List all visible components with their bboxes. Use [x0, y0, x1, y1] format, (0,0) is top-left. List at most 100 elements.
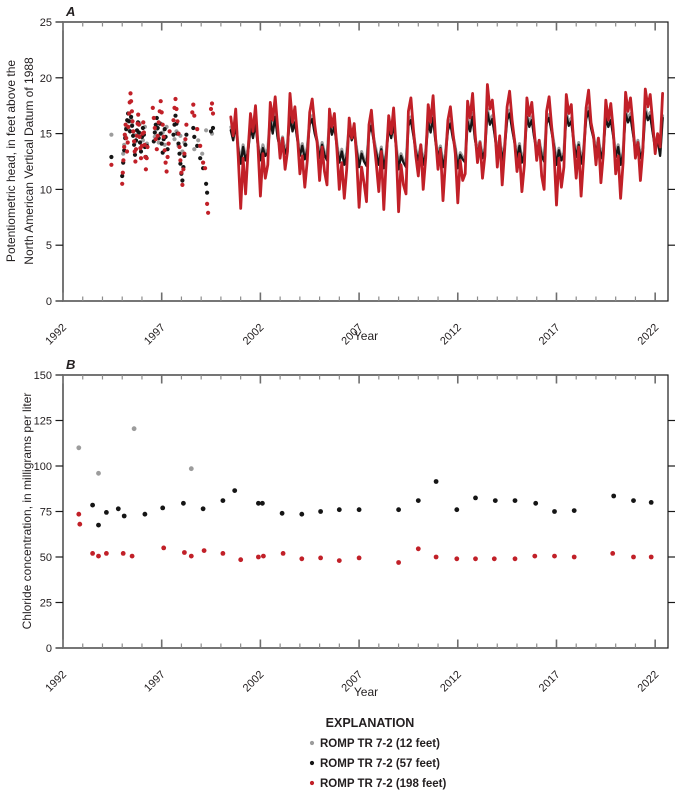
series-point — [184, 122, 189, 127]
series-point — [120, 181, 125, 186]
series-point — [610, 551, 616, 556]
series-point — [171, 118, 176, 123]
panel-b-y-axis-title: Chloride concentration, in milligrams pe… — [20, 393, 34, 630]
legend-marker-57ft-icon — [309, 760, 315, 766]
series-point — [571, 554, 577, 560]
y-tick-label: 150 — [34, 370, 52, 382]
y-tick-label: 0 — [46, 296, 52, 308]
series-point — [138, 156, 144, 161]
series-line — [229, 83, 664, 214]
series-point — [176, 131, 181, 136]
series-point — [220, 498, 226, 503]
series-point — [533, 500, 539, 506]
series-point — [256, 554, 261, 560]
series-point — [124, 149, 130, 154]
series-point — [104, 510, 109, 515]
x-tick-label: 1992 — [43, 322, 69, 348]
series-point — [109, 162, 114, 167]
series-point — [299, 511, 305, 517]
x-tick-label: 2022 — [635, 669, 661, 695]
series-point — [132, 152, 138, 157]
series-point — [454, 507, 460, 513]
series-point — [90, 502, 95, 508]
x-tick-label: 2012 — [438, 322, 464, 348]
panel-a-x-axis-title: Year — [354, 329, 378, 343]
series-point — [133, 147, 139, 152]
series-point — [198, 156, 203, 161]
series-point — [166, 141, 171, 146]
series-point — [190, 110, 195, 115]
series-point — [220, 551, 226, 556]
series-point — [336, 507, 342, 513]
series-point — [336, 558, 342, 563]
series-point — [122, 144, 127, 150]
legend-marker-12ft-icon — [309, 740, 315, 746]
y-tick-label: 15 — [40, 129, 52, 141]
series-point — [140, 125, 145, 131]
series-point — [128, 129, 133, 134]
series-point — [200, 506, 206, 512]
series-point — [154, 115, 159, 121]
series-point — [162, 127, 167, 132]
series-point — [153, 137, 158, 142]
series-point — [512, 498, 518, 503]
series-point — [204, 181, 209, 186]
series-point — [104, 551, 109, 556]
series-point — [140, 138, 145, 143]
y-tick-label: 50 — [40, 552, 52, 564]
panel-a-y-axis-title-line2: North American Vertical Datum of 1988 — [22, 57, 36, 265]
series-point — [172, 137, 177, 142]
series-point — [552, 509, 557, 514]
series-point — [648, 500, 654, 505]
series-point — [280, 551, 286, 556]
legend: EXPLANATION ROMP TR 7-2 (12 feet) ROMP T… — [309, 716, 446, 790]
series-point — [145, 144, 150, 150]
series-point — [96, 522, 101, 528]
series-point — [299, 556, 305, 562]
series-point — [115, 506, 121, 512]
series-point — [196, 138, 201, 143]
series-point — [160, 505, 166, 511]
series-point — [122, 132, 127, 137]
series-point — [131, 133, 136, 138]
series-point — [76, 445, 82, 451]
series-point — [181, 167, 186, 172]
series-point — [130, 119, 135, 124]
series-point — [184, 132, 189, 137]
series-point — [433, 554, 439, 560]
series-point — [164, 169, 169, 174]
series-point — [318, 555, 323, 561]
panel-b-x-axis-title: Year — [354, 685, 378, 699]
series-point — [167, 129, 172, 134]
series-point — [631, 498, 636, 503]
series-point — [232, 488, 238, 493]
legend-title: EXPLANATION — [326, 716, 415, 730]
legend-entry-12ft: ROMP TR 7-2 (12 feet) — [320, 738, 440, 750]
series-point — [136, 122, 142, 127]
y-tick-label: 5 — [46, 240, 52, 252]
series-point — [571, 508, 577, 513]
series-point — [183, 142, 188, 147]
x-tick-label: 2022 — [635, 322, 661, 348]
series-point — [512, 556, 518, 562]
series-point — [129, 99, 134, 104]
series-point — [188, 466, 194, 472]
series-point — [179, 170, 184, 175]
series-point — [256, 500, 261, 506]
y-tick-label: 100 — [34, 461, 52, 473]
series-point — [210, 125, 216, 131]
series-point — [144, 156, 149, 161]
series-point — [158, 99, 163, 104]
series-point — [415, 546, 421, 552]
series-point — [191, 102, 196, 107]
series-point — [195, 127, 200, 132]
series-point — [180, 182, 185, 187]
series-point — [153, 122, 158, 127]
series-point — [136, 112, 141, 117]
series-point — [121, 513, 127, 519]
series-point — [238, 557, 244, 563]
series-point — [182, 151, 187, 156]
series-point — [129, 114, 134, 119]
x-tick-label: 2002 — [241, 322, 267, 348]
